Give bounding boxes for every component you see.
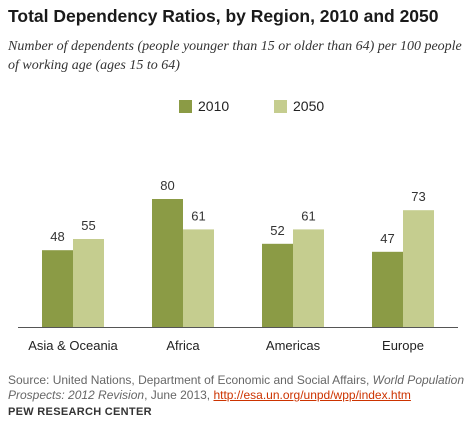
x-tick-label-3: Europe <box>382 338 424 353</box>
data-label-2050-3: 73 <box>411 189 425 204</box>
source-note: Source: United Nations, Department of Ec… <box>8 373 470 403</box>
bar-2010-3 <box>372 251 403 327</box>
source-prefix: Source: United Nations, Department of Ec… <box>8 373 373 387</box>
bar-2050-2 <box>293 229 324 327</box>
legend-item-2010: 2010 <box>179 98 229 114</box>
bar-2050-0 <box>73 239 104 327</box>
legend-swatch-2010 <box>179 99 192 113</box>
brand-name: PEW RESEARCH CENTER <box>8 406 152 418</box>
data-label-2050-0: 55 <box>81 218 95 233</box>
bar-2050-3 <box>403 210 434 327</box>
data-label-2010-0: 48 <box>50 229 64 244</box>
data-label-2050-2: 61 <box>301 208 315 223</box>
data-label-2010-2: 52 <box>270 223 284 238</box>
source-link[interactable]: http://esa.un.org/unpd/wpp/index.htm <box>213 388 411 402</box>
x-tick-label-1: Africa <box>166 338 200 353</box>
bar-2010-2 <box>262 243 293 327</box>
bar-2050-1 <box>183 229 214 327</box>
legend-item-2050: 2050 <box>274 98 324 114</box>
legend-label-2010: 2010 <box>198 98 230 114</box>
bar-2010-1 <box>152 199 183 327</box>
bar-2010-0 <box>42 250 73 327</box>
x-tick-label-0: Asia & Oceania <box>28 338 118 353</box>
data-label-2050-1: 61 <box>191 208 205 223</box>
data-label-2010-3: 47 <box>380 231 394 246</box>
bar-chart: 48 55 Asia & Oceania 80 61 Africa 52 61 Americas… <box>18 178 458 353</box>
legend-swatch-2050 <box>274 99 287 113</box>
legend: 2010 2050 <box>0 98 476 118</box>
source-middle: , June 2013, <box>144 388 214 402</box>
data-label-2010-1: 80 <box>160 178 174 193</box>
x-tick-label-2: Americas <box>266 338 321 353</box>
source-title: World Population Prospects: 2012 Revisio… <box>8 373 465 402</box>
legend-label-2050: 2050 <box>293 98 325 114</box>
chart-title: Total Dependency Ratios, by Region, 2010… <box>8 6 439 26</box>
chart-subtitle: Number of dependents (people younger tha… <box>8 39 462 73</box>
